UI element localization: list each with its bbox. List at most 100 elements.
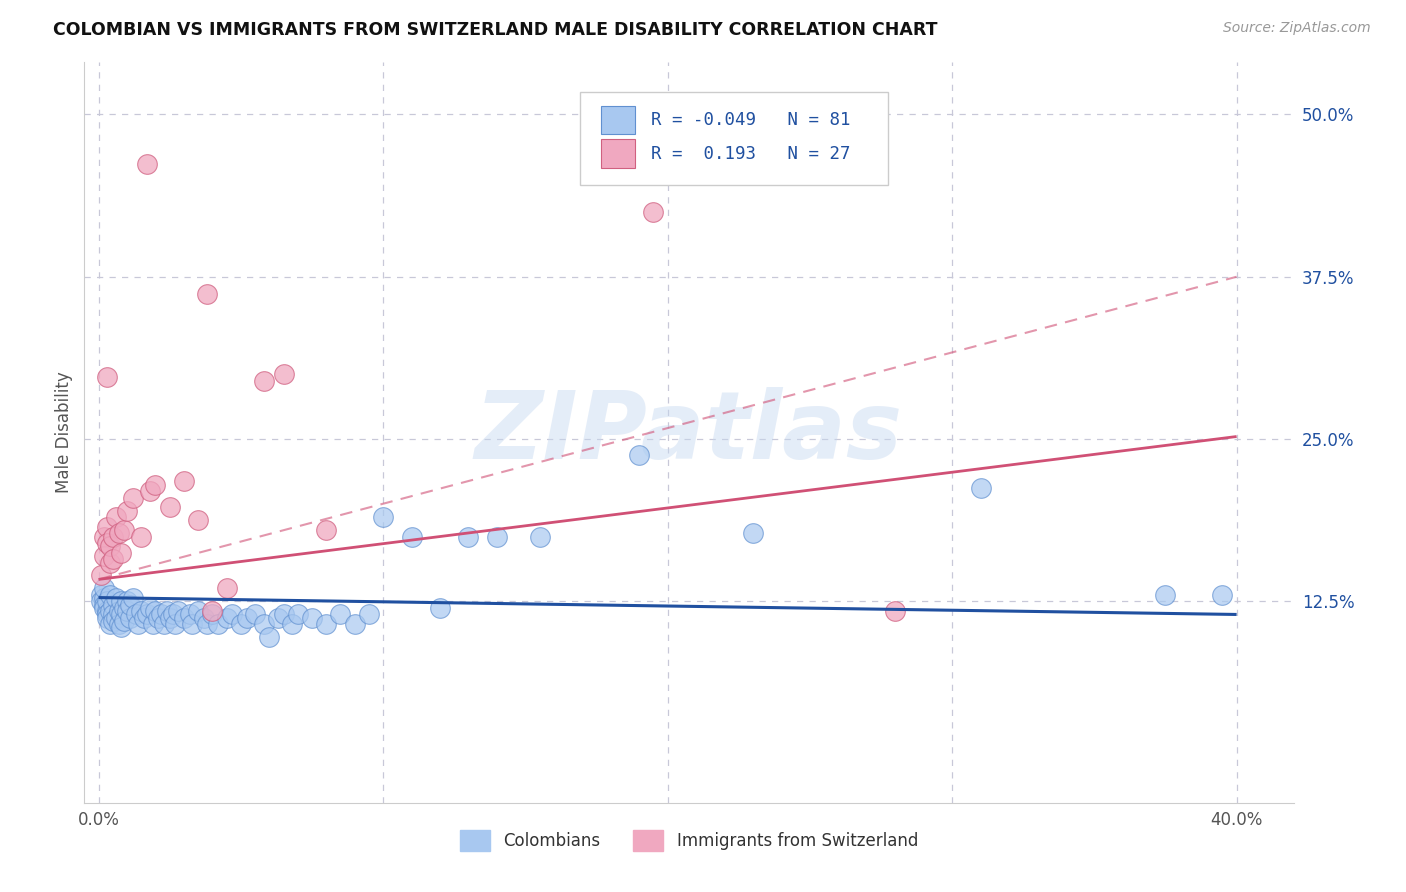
Point <box>124 607 146 622</box>
Point <box>148 611 170 625</box>
Point <box>179 607 201 622</box>
Point <box>129 603 152 617</box>
Bar <box>600 106 634 135</box>
Point <box>628 448 651 462</box>
Point <box>159 500 181 514</box>
Point <box>93 591 115 605</box>
Point <box>215 611 238 625</box>
Point <box>101 529 124 543</box>
FancyBboxPatch shape <box>581 92 889 185</box>
Point <box>142 616 165 631</box>
Point <box>118 599 141 613</box>
Point <box>150 607 173 622</box>
Point <box>90 594 112 608</box>
Point <box>252 374 274 388</box>
Point <box>107 616 129 631</box>
Point <box>129 529 152 543</box>
Point <box>252 616 274 631</box>
Point <box>96 594 118 608</box>
Point <box>221 607 243 622</box>
Point <box>101 607 124 622</box>
Point <box>110 620 132 634</box>
Point <box>201 607 224 622</box>
Point <box>457 529 479 543</box>
Point <box>315 616 337 631</box>
Point <box>112 523 135 537</box>
Point <box>235 611 257 625</box>
Point <box>969 482 991 496</box>
Point <box>90 588 112 602</box>
Point <box>132 611 155 625</box>
Point <box>96 603 118 617</box>
Point <box>181 616 204 631</box>
Point <box>90 568 112 582</box>
Text: COLOMBIAN VS IMMIGRANTS FROM SWITZERLAND MALE DISABILITY CORRELATION CHART: COLOMBIAN VS IMMIGRANTS FROM SWITZERLAND… <box>53 21 938 39</box>
Point <box>329 607 352 622</box>
Point <box>153 616 176 631</box>
Point <box>115 594 138 608</box>
Point <box>139 601 162 615</box>
Bar <box>600 139 634 168</box>
Point <box>110 546 132 560</box>
Point <box>93 549 115 563</box>
Point <box>281 616 304 631</box>
Point <box>173 611 195 625</box>
Point <box>98 616 121 631</box>
Point <box>107 603 129 617</box>
Point <box>101 614 124 628</box>
Point <box>139 484 162 499</box>
Point <box>96 611 118 625</box>
Point <box>93 599 115 613</box>
Point <box>98 556 121 570</box>
Point <box>371 510 394 524</box>
Point <box>104 611 127 625</box>
Point <box>485 529 508 543</box>
Point <box>1211 588 1233 602</box>
Point <box>195 286 218 301</box>
Point <box>98 539 121 553</box>
Point <box>121 591 143 605</box>
Point <box>187 513 209 527</box>
Point <box>529 529 551 543</box>
Point <box>273 367 295 381</box>
Point <box>401 529 423 543</box>
Point <box>96 607 118 622</box>
Point <box>101 551 124 566</box>
Point <box>343 616 366 631</box>
Point <box>93 601 115 615</box>
Point <box>173 474 195 488</box>
Point <box>96 369 118 384</box>
Point <box>267 611 290 625</box>
Point <box>162 607 184 622</box>
Point <box>273 607 295 622</box>
Point <box>207 616 229 631</box>
Point <box>1154 588 1177 602</box>
Point <box>110 607 132 622</box>
Point <box>96 520 118 534</box>
Point <box>127 616 149 631</box>
Y-axis label: Male Disability: Male Disability <box>55 372 73 493</box>
Point <box>165 616 187 631</box>
Point <box>98 603 121 617</box>
Point <box>104 510 127 524</box>
Point <box>110 594 132 608</box>
Point <box>115 603 138 617</box>
Point <box>93 529 115 543</box>
Point <box>643 204 665 219</box>
Point <box>187 603 209 617</box>
Point <box>315 523 337 537</box>
Point <box>159 611 181 625</box>
Point <box>145 603 167 617</box>
Point <box>118 611 141 625</box>
Legend: Colombians, Immigrants from Switzerland: Colombians, Immigrants from Switzerland <box>453 823 925 857</box>
Point <box>112 614 135 628</box>
Point <box>287 607 309 622</box>
Text: Source: ZipAtlas.com: Source: ZipAtlas.com <box>1223 21 1371 36</box>
Point <box>115 503 138 517</box>
Point <box>193 611 215 625</box>
Point <box>98 588 121 602</box>
Point <box>243 607 266 622</box>
Point <box>104 591 127 605</box>
Text: R = -0.049   N = 81: R = -0.049 N = 81 <box>651 112 851 129</box>
Point <box>357 607 380 622</box>
